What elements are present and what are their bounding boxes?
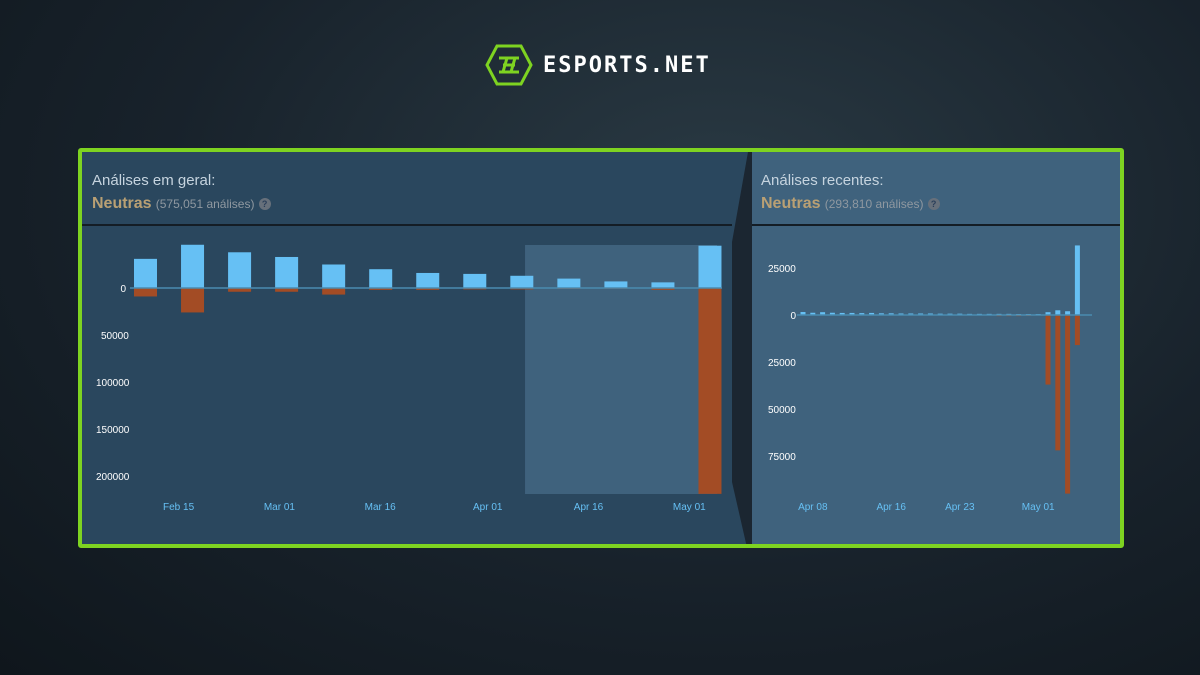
x-tick-label: May 01 [1022,502,1055,513]
logo-hex-icon [485,44,533,86]
positive-bar [181,244,205,288]
negative-bar [228,288,252,292]
negative-bar [1055,315,1061,451]
positive-bar [859,313,865,315]
positive-bar [369,269,393,288]
logo-text: ESPORTS.NET [543,52,711,78]
overall-reviews-header: Análises em geral: Neutras (575,051 anál… [92,172,271,213]
esports-net-logo: ESPORTS.NET [485,44,711,86]
recent-reviews-header: Análises recentes: Neutras (293,810 anál… [761,172,940,213]
positive-bar [416,272,440,288]
x-tick-label: May 01 [673,502,706,513]
negative-bar [275,288,299,292]
positive-bar [878,313,884,315]
positive-bar [1074,245,1080,315]
positive-bar [228,252,252,288]
positive-bar [839,312,845,315]
negative-bar [698,288,722,494]
positive-bar [557,278,581,288]
y-tick-label: 50000 [101,331,129,342]
overall-title: Análises em geral: [92,172,216,189]
overall-count: (575,051 análises) [155,197,255,211]
recent-rating: Neutras [761,195,821,212]
review-charts: 0 50000 100000 150000 200000 Feb 15 Mar 01 Mar … [82,152,1120,544]
y-tick-label: 100000 [96,378,130,389]
y-tick-label: 50000 [768,405,796,416]
negative-bar [134,288,157,297]
x-tick-label: Apr 08 [798,502,828,513]
y-tick-label: 0 [120,284,126,295]
overall-rating: Neutras [92,195,152,212]
positive-bar [800,311,806,315]
negative-bar [1045,315,1051,385]
positive-bar [908,313,914,315]
positive-bar [1065,311,1071,315]
positive-bar [810,312,816,315]
positive-bar [322,264,346,288]
positive-bar [1055,310,1061,315]
positive-bar [651,282,675,288]
y-tick-label: 0 [790,311,796,322]
y-tick-label: 150000 [96,425,130,436]
positive-bar [698,245,722,288]
y-tick-label: 25000 [768,264,796,275]
positive-bar [869,312,875,315]
x-tick-label: Feb 15 [163,502,195,513]
positive-bar [510,275,534,288]
positive-bar [888,313,894,315]
y-tick-label: 200000 [96,472,130,483]
x-tick-label: Apr 16 [876,502,906,513]
y-tick-label: 25000 [768,358,796,369]
recent-title: Análises recentes: [761,172,884,189]
x-tick-label: Mar 16 [365,502,397,513]
help-icon[interactable]: ? [927,198,940,210]
negative-bar [651,288,675,290]
help-icon[interactable]: ? [258,198,271,210]
positive-bar [275,256,299,288]
positive-bar [849,312,855,315]
negative-bar [1065,315,1071,494]
x-tick-label: Apr 23 [945,502,975,513]
positive-bar [898,313,904,315]
positive-bar [927,313,933,315]
positive-bar [463,273,487,288]
x-tick-label: Apr 01 [473,502,503,513]
negative-bar [181,288,205,313]
x-tick-label: Apr 16 [574,502,604,513]
negative-bar [416,288,440,290]
reviews-panel: 0 50000 100000 150000 200000 Feb 15 Mar 01 Mar … [78,148,1124,548]
recent-count: (293,810 análises) [824,197,924,211]
negative-bar [369,288,393,290]
negative-bar [1074,315,1080,346]
y-tick-label: 75000 [768,452,796,463]
positive-bar [820,312,826,315]
positive-bar [604,281,628,288]
positive-bar [134,258,157,288]
positive-bar [829,312,835,315]
x-tick-label: Mar 01 [264,502,296,513]
positive-bar [1045,312,1051,315]
positive-bar [918,313,924,315]
negative-bar [322,288,346,295]
